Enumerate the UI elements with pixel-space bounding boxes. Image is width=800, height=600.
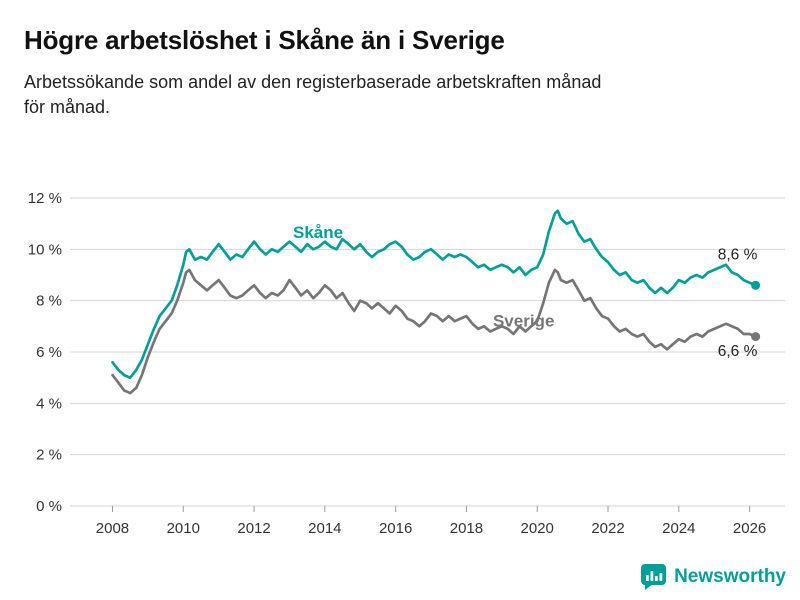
page-subtitle: Arbetssökande som andel av den registerb… (24, 70, 794, 120)
y-tick-label: 8 % (36, 293, 62, 310)
x-tick-label: 2022 (591, 520, 624, 537)
page-title: Högre arbetslöshet i Skåne än i Sverige (24, 25, 505, 56)
bar-chart-bubble-icon (641, 564, 667, 590)
y-tick-label: 12 % (28, 190, 62, 207)
series-end-dot-skane (751, 280, 761, 290)
series-name-label-sverige: Sverige (493, 311, 554, 330)
x-tick-label: 2014 (308, 520, 341, 537)
newsworthy-logo[interactable]: Newsworthy (640, 563, 786, 590)
x-tick-label: 2008 (96, 520, 129, 537)
series-name-label-skane: Skåne (293, 223, 343, 242)
series-end-value-skane: 8,6 % (718, 247, 758, 264)
y-tick-label: 4 % (36, 395, 62, 412)
series-end-value-sverige: 6,6 % (718, 343, 758, 360)
y-tick-label: 2 % (36, 447, 62, 464)
x-tick-label: 2018 (450, 520, 483, 537)
y-tick-label: 0 % (36, 498, 62, 515)
unemployment-line-chart: 0 % 2 % 4 % 6 % 8 % 10 % 12 % 2008 2010 2012 2014 2… (28, 190, 785, 537)
subtitle-line-2: för månad. (24, 97, 111, 118)
y-tick-label: 6 % (36, 344, 62, 361)
x-tick-label: 2016 (379, 520, 412, 537)
brand-text: Newsworthy (674, 565, 786, 587)
y-tick-label: 10 % (28, 241, 62, 258)
x-tick-label: 2026 (733, 520, 766, 537)
x-tick-label: 2010 (167, 520, 200, 537)
x-tick-label: 2012 (237, 520, 270, 537)
series-line-skane (111, 209, 757, 380)
series-end-dot-sverige (751, 332, 761, 342)
series-line-sverige (111, 268, 757, 395)
x-tick-label: 2024 (662, 520, 695, 537)
x-tick-label: 2020 (521, 520, 554, 537)
subtitle-line-1: Arbetssökande som andel av den registerb… (24, 72, 602, 92)
